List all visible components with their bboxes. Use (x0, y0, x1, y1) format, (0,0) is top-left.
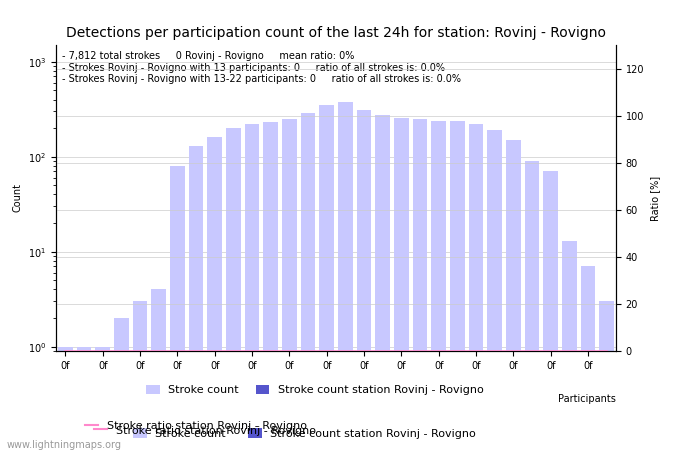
Bar (263, 122, 278, 450)
Bar (170, 166, 185, 450)
Bar (487, 130, 502, 450)
Bar (375, 115, 390, 450)
Bar (207, 137, 222, 450)
Bar (524, 161, 540, 450)
Text: www.lightningmaps.org: www.lightningmaps.org (7, 440, 122, 450)
Bar (300, 113, 316, 450)
Bar (506, 140, 521, 450)
Bar (580, 266, 596, 450)
Bar (562, 241, 577, 450)
Bar (431, 121, 446, 450)
Legend: Stroke count, Stroke count station Rovinj - Rovigno: Stroke count, Stroke count station Rovin… (129, 424, 481, 443)
Bar (95, 346, 110, 450)
Bar (319, 105, 334, 450)
Bar (282, 119, 297, 450)
Y-axis label: Ratio [%]: Ratio [%] (650, 176, 660, 220)
Bar (450, 122, 465, 450)
Bar (599, 302, 614, 450)
Bar (412, 119, 428, 450)
Bar (394, 118, 409, 450)
Text: Participants: Participants (558, 394, 616, 404)
Legend: Stroke ratio station Rovinj - Rovigno: Stroke ratio station Rovinj - Rovigno (90, 421, 321, 440)
Bar (244, 124, 260, 450)
Bar (151, 289, 166, 450)
Bar (338, 102, 353, 450)
Legend: Stroke ratio station Rovinj - Rovigno: Stroke ratio station Rovinj - Rovigno (80, 416, 312, 436)
Title: Detections per participation count of the last 24h for station: Rovinj - Rovigno: Detections per participation count of th… (66, 26, 606, 40)
Bar (76, 346, 92, 450)
Bar (543, 171, 558, 450)
Text: - 7,812 total strokes     0 Rovinj - Rovigno     mean ratio: 0%
- Strokes Rovinj: - 7,812 total strokes 0 Rovinj - Rovigno… (62, 51, 461, 84)
Bar (188, 146, 204, 450)
Bar (226, 128, 241, 450)
Bar (114, 318, 129, 450)
Legend: Stroke count, Stroke count station Rovinj - Rovigno: Stroke count, Stroke count station Rovin… (142, 380, 488, 400)
Bar (58, 346, 73, 450)
Bar (356, 110, 372, 450)
Bar (468, 124, 484, 450)
Y-axis label: Count: Count (13, 184, 22, 212)
Bar (132, 302, 148, 450)
